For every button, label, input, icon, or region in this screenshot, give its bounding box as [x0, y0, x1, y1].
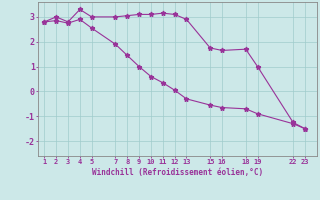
X-axis label: Windchill (Refroidissement éolien,°C): Windchill (Refroidissement éolien,°C)	[92, 168, 263, 177]
